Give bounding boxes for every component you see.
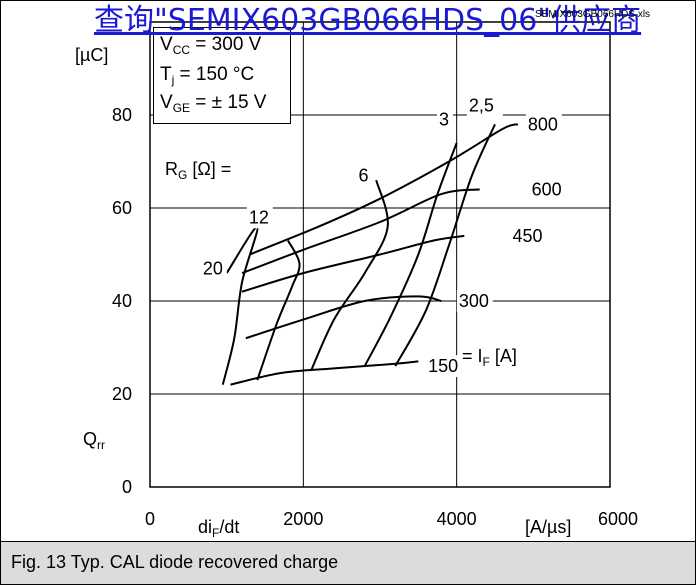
y-tick-label: 40 <box>112 291 132 311</box>
current-label-bg <box>510 224 547 247</box>
rg-value-label-2-5: 2,5 <box>469 96 494 116</box>
curve-rg-2-5 <box>394 123 496 367</box>
y-axis-symbol: Qrr <box>83 429 106 452</box>
x-tick-label: 2000 <box>283 509 323 529</box>
rg-value-label-20: 20 <box>203 258 223 278</box>
caption-bar: Fig. 13 Typ. CAL diode recovered charge <box>1 541 695 584</box>
current-label-300: 300 <box>459 291 489 311</box>
y-tick-label: 20 <box>112 384 132 404</box>
x-tick-label: 0 <box>145 509 155 529</box>
rg-label-bg <box>437 108 453 131</box>
current-label-450: 450 <box>513 226 543 246</box>
current-label-150: 150 <box>428 356 458 376</box>
current-label-bg <box>525 113 562 136</box>
rg-label-bg <box>356 164 373 187</box>
curve-if-150 <box>230 360 419 386</box>
curve-if-300 <box>245 295 442 340</box>
rg-label-bg <box>246 206 273 229</box>
curve-if-600 <box>241 188 480 275</box>
y-tick-label: 0 <box>122 477 132 497</box>
current-label-bg <box>529 178 566 201</box>
rg-label: RG [Ω] = <box>165 159 232 182</box>
rg-value-label-3: 3 <box>439 110 449 130</box>
figure-caption: Fig. 13 Typ. CAL diode recovered charge <box>11 552 339 572</box>
curve-if-800 <box>249 123 519 256</box>
rg-value-label-12: 12 <box>249 207 269 227</box>
condition-vcc: VCC = 300 V <box>160 34 262 57</box>
watermark-link[interactable]: 查询"SEMIX603GB066HDS_06"供应商 <box>94 3 642 38</box>
condition-tj: Tj = 150 °C <box>160 64 255 87</box>
conditions-box: VCC = 300 V Tj = 150 °C VGE = ± 15 V <box>153 27 291 124</box>
current-label-600: 600 <box>532 179 562 199</box>
current-label-bg <box>456 290 493 312</box>
x-tick-label: 4000 <box>437 509 477 529</box>
curve-rg-6 <box>310 179 389 372</box>
current-label-800: 800 <box>528 114 558 134</box>
curve-rg-12 <box>256 240 301 381</box>
y-axis-unit: [µC] <box>75 45 109 65</box>
current-label-bg <box>426 355 463 378</box>
curve-rg-20 <box>221 225 259 385</box>
file-name-label: SEMIX603GB066HDS.xls <box>535 9 651 20</box>
rg-label-bg <box>200 257 227 280</box>
y-tick-label: 80 <box>112 105 132 125</box>
curve-rg-3 <box>363 142 458 367</box>
curve-if-450 <box>241 234 465 293</box>
y-tick-label: 60 <box>112 198 132 218</box>
condition-vge: VGE = ± 15 V <box>160 92 267 115</box>
x-axis-symbol: diF/dt <box>198 517 240 540</box>
chart-plot: 0 2000 4000 6000 0 20 40 60 80 800 600 450 300 150 2,5… <box>112 21 638 529</box>
if-label: = IF [A] <box>460 346 519 369</box>
plot-area-border <box>149 21 611 488</box>
x-axis-unit: [A/µs] <box>525 517 572 537</box>
x-tick-label: 6000 <box>598 509 638 529</box>
rg-value-label-6: 6 <box>359 165 369 185</box>
rg-label-bg <box>466 94 503 117</box>
